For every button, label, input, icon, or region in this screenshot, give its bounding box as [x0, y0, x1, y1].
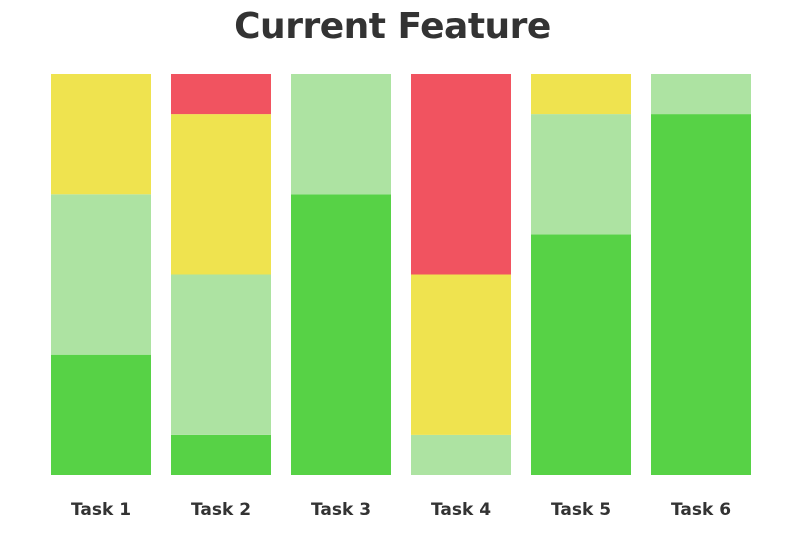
bar-segment-1-3: [51, 74, 151, 195]
bar-segment-2-4: [171, 74, 271, 115]
bar-segment-3-2: [291, 74, 391, 195]
bar-segment-4-2: [411, 434, 511, 475]
bar-segment-5-2: [531, 114, 631, 235]
x-tick-label: Task 6: [671, 500, 731, 520]
x-tick-label: Task 1: [71, 500, 131, 520]
x-tick-label: Task 5: [551, 500, 611, 520]
bars-group: [51, 74, 751, 476]
bar-segment-4-4: [411, 74, 511, 275]
x-tick-label: Task 3: [311, 500, 371, 520]
bar-segment-4-3: [411, 274, 511, 435]
x-tick-label: Task 4: [431, 500, 491, 520]
x-tick-labels: Task 1 Task 2 Task 3 Task 4 Task 5 Task 6: [71, 500, 731, 520]
bar-segment-2-1: [171, 434, 271, 475]
bar-segment-6-1: [651, 114, 751, 475]
bar-segment-3-1: [291, 194, 391, 476]
bar-segment-5-3: [531, 74, 631, 115]
bar-segment-2-2: [171, 274, 271, 435]
bar-segment-1-1: [51, 354, 151, 475]
bar-segment-5-1: [531, 234, 631, 475]
bar-segment-1-2: [51, 194, 151, 355]
bar-segment-6-2: [651, 74, 751, 115]
chart-title: Current Feature: [234, 6, 551, 47]
x-tick-label: Task 2: [191, 500, 251, 520]
bar-segment-2-3: [171, 114, 271, 275]
